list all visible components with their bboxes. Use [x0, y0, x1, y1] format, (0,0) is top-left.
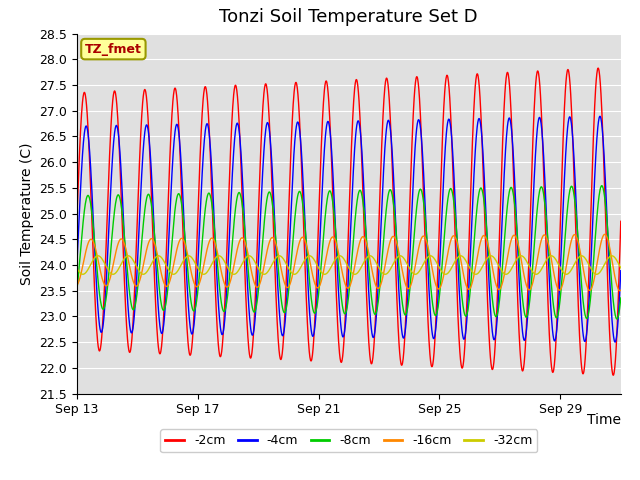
- -32cm: [617, 265, 625, 271]
- -16cm: [422, 238, 430, 244]
- -8cm: [422, 229, 430, 235]
- -2cm: [595, 65, 602, 71]
- -2cm: [307, 356, 314, 362]
- -32cm: [170, 271, 177, 277]
- Title: Tonzi Soil Temperature Set D: Tonzi Soil Temperature Set D: [220, 9, 478, 26]
- -4cm: [596, 113, 604, 119]
- -8cm: [617, 295, 625, 301]
- -2cm: [105, 168, 113, 174]
- -4cm: [307, 318, 314, 324]
- -16cm: [362, 240, 370, 245]
- -2cm: [362, 286, 370, 291]
- -16cm: [315, 284, 323, 290]
- -8cm: [362, 233, 370, 239]
- -32cm: [316, 267, 323, 273]
- -32cm: [185, 253, 193, 259]
- Text: TZ_fmet: TZ_fmet: [85, 43, 142, 56]
- -2cm: [422, 279, 430, 285]
- -8cm: [307, 286, 314, 292]
- -4cm: [362, 239, 370, 244]
- -32cm: [307, 253, 315, 259]
- -16cm: [542, 233, 550, 239]
- -2cm: [315, 205, 323, 211]
- -32cm: [423, 255, 431, 261]
- -2cm: [73, 218, 81, 224]
- -16cm: [307, 260, 314, 266]
- -4cm: [617, 268, 625, 274]
- -2cm: [609, 372, 617, 378]
- Line: -2cm: -2cm: [77, 68, 621, 375]
- -8cm: [542, 211, 550, 216]
- -32cm: [105, 268, 113, 274]
- -8cm: [105, 269, 113, 275]
- -8cm: [315, 287, 323, 292]
- -4cm: [611, 339, 619, 345]
- -4cm: [105, 224, 113, 230]
- -16cm: [73, 282, 81, 288]
- -4cm: [422, 232, 430, 238]
- Line: -4cm: -4cm: [77, 116, 621, 342]
- Legend: -2cm, -4cm, -8cm, -16cm, -32cm: -2cm, -4cm, -8cm, -16cm, -32cm: [160, 429, 538, 452]
- -16cm: [601, 231, 609, 237]
- Line: -32cm: -32cm: [77, 256, 621, 274]
- Y-axis label: Soil Temperature (C): Soil Temperature (C): [20, 143, 34, 285]
- -2cm: [542, 237, 550, 242]
- -16cm: [617, 288, 625, 293]
- -2cm: [617, 218, 625, 224]
- -32cm: [73, 265, 81, 271]
- Line: -16cm: -16cm: [77, 234, 621, 291]
- -32cm: [543, 257, 550, 263]
- -4cm: [542, 198, 550, 204]
- -4cm: [315, 256, 323, 262]
- -8cm: [613, 316, 621, 322]
- -8cm: [598, 183, 605, 189]
- -16cm: [105, 279, 113, 285]
- -8cm: [73, 288, 81, 294]
- Text: Time: Time: [587, 413, 621, 427]
- -16cm: [616, 288, 624, 294]
- Line: -8cm: -8cm: [77, 186, 621, 319]
- -4cm: [73, 264, 81, 270]
- -32cm: [363, 255, 371, 261]
